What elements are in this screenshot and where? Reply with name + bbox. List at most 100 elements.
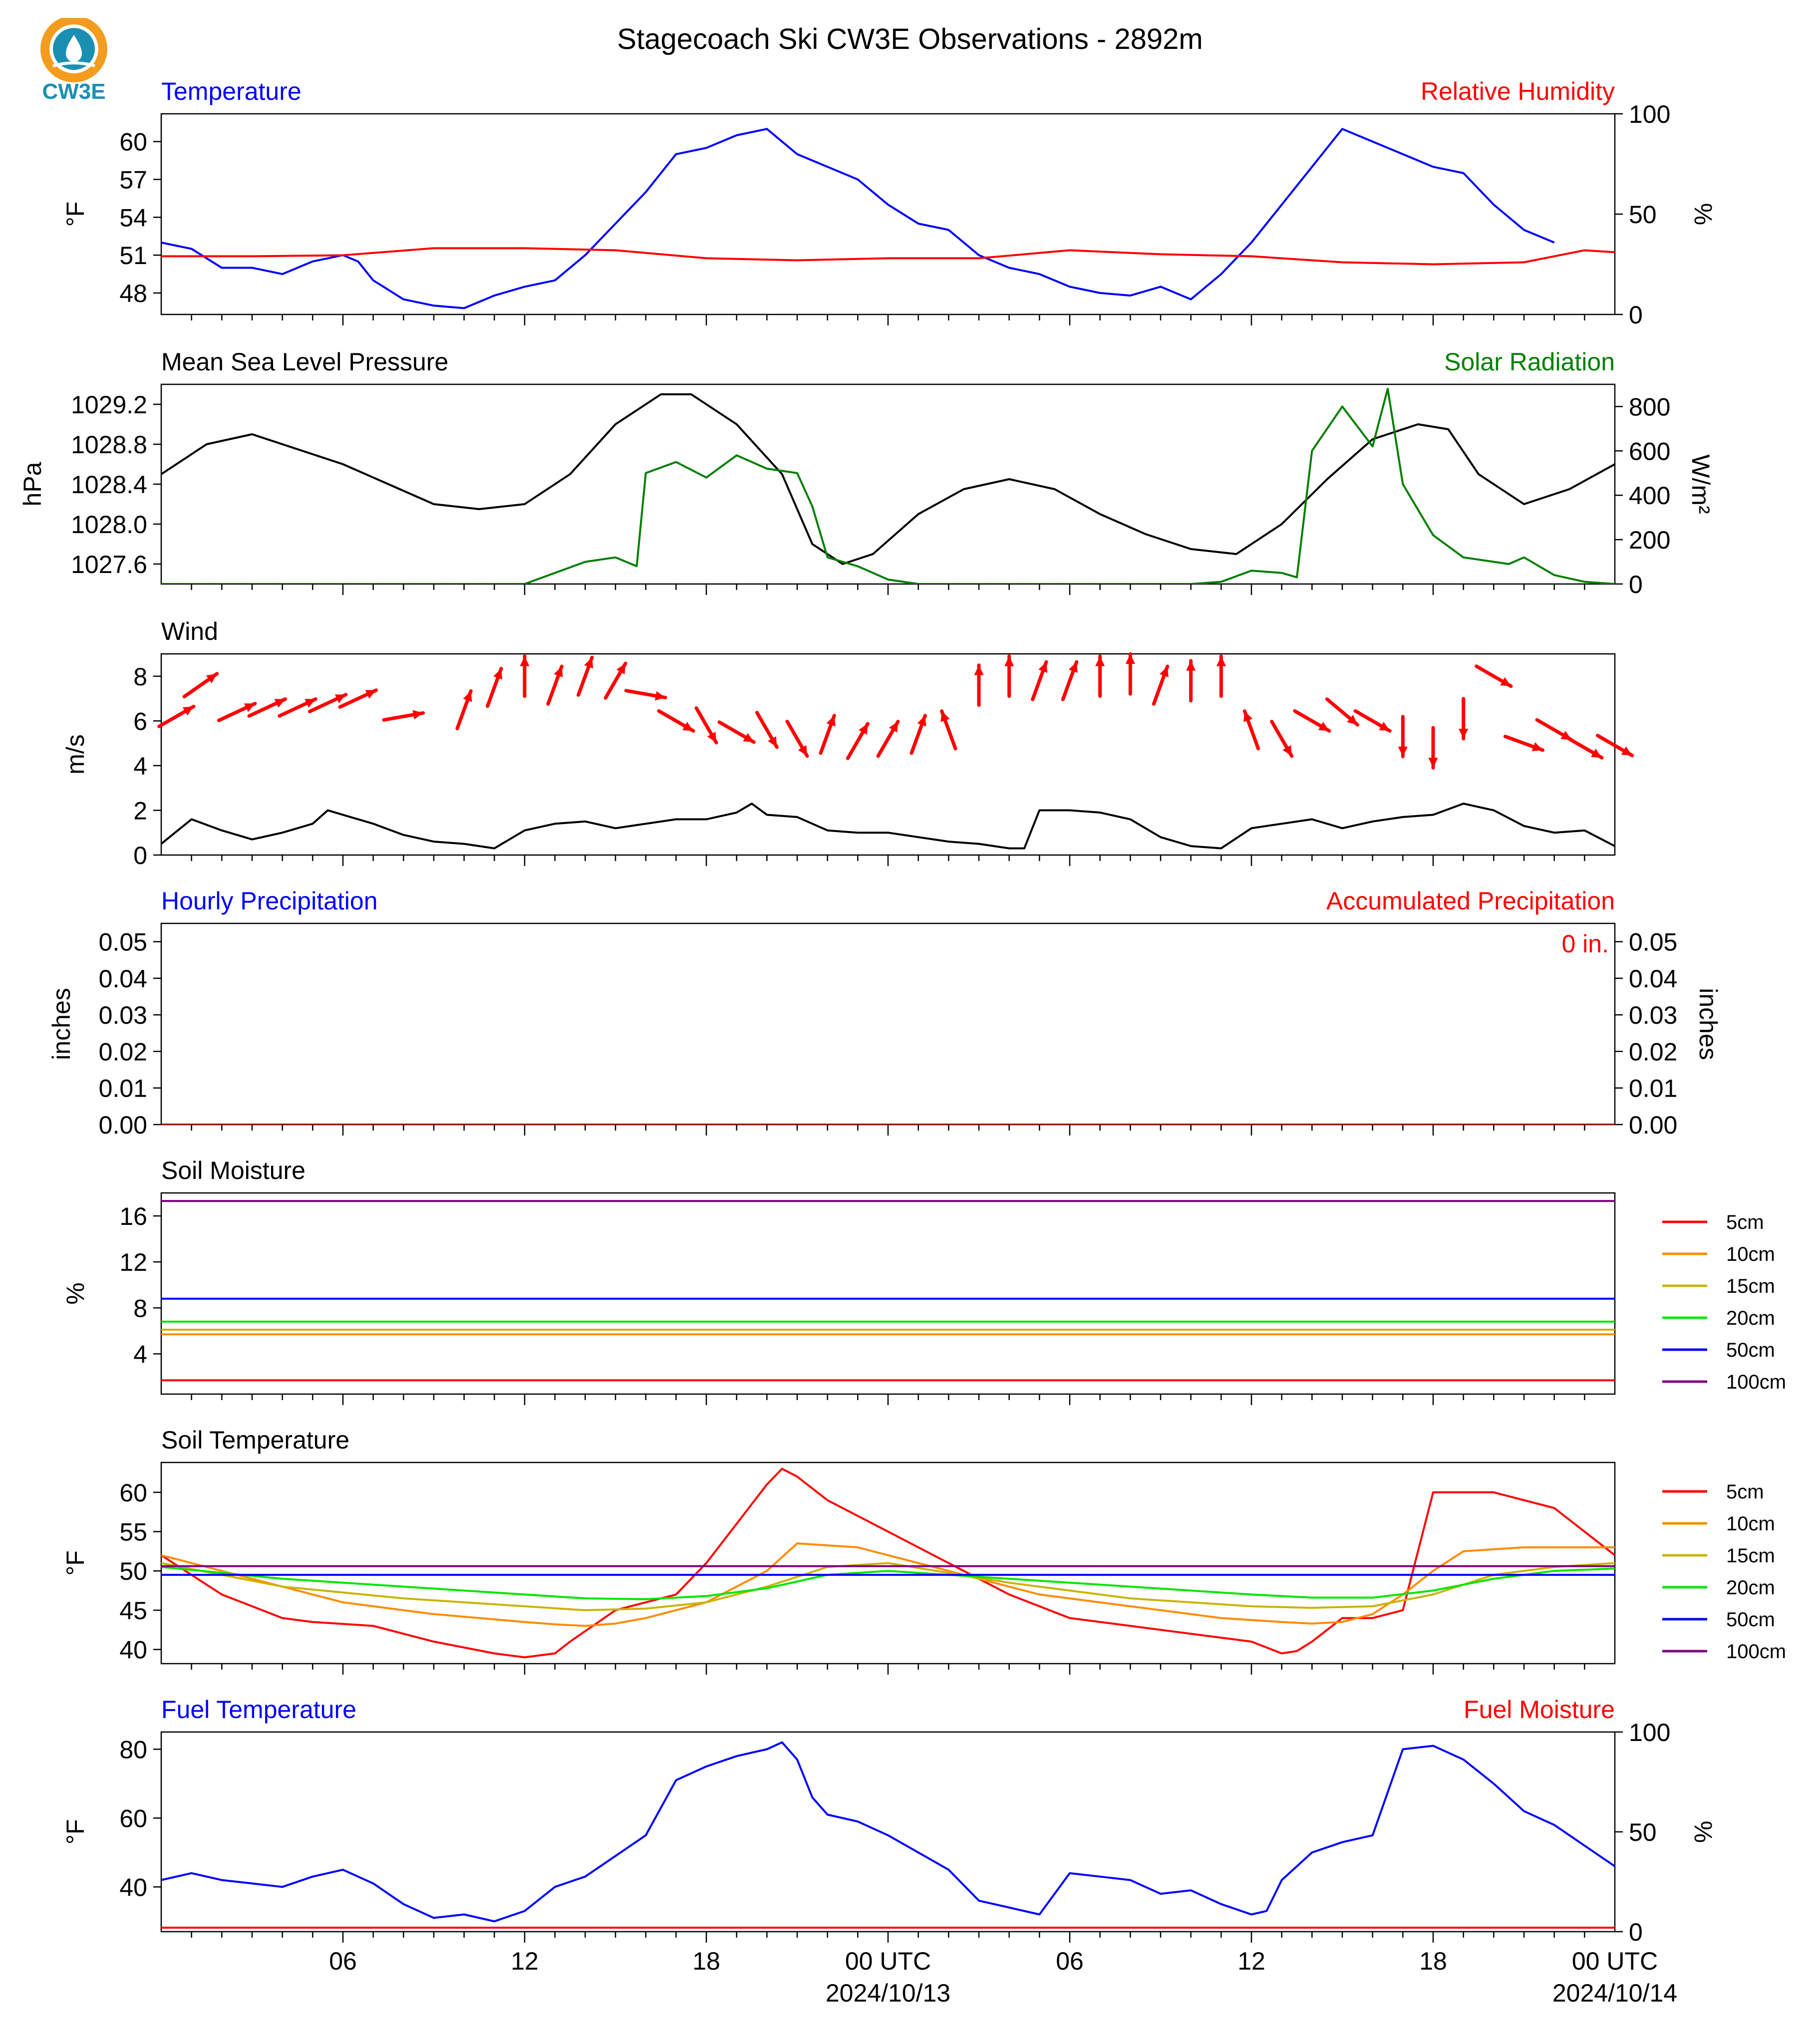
panel-2: Mean Sea Level Pressure Solar Radiation 10… — [18, 348, 1715, 598]
x-tick-label: 06 — [1056, 1947, 1084, 1975]
legend-label: 50cm — [1726, 1339, 1775, 1361]
y-tick-label: 1029.2 — [71, 391, 147, 419]
panel-title-left: Soil Temperature — [161, 1426, 349, 1454]
wind-arrow — [910, 714, 927, 755]
wind-arrow — [278, 697, 317, 718]
legend-label: 50cm — [1726, 1609, 1775, 1631]
y-tick-label: 1028.8 — [71, 431, 147, 459]
plot-frame — [160, 922, 1616, 1126]
y-tick-label: 4 — [133, 752, 147, 780]
x-tick-label: 00 UTC — [845, 1947, 931, 1975]
y-tick-label: 12 — [119, 1248, 147, 1276]
series-line-5cm — [161, 1467, 1615, 1659]
wind-arrow — [1152, 664, 1170, 706]
legend-label: 5cm — [1726, 1481, 1764, 1503]
panel-4: Hourly Precipitation Accumulated Precipit… — [47, 887, 1722, 1139]
plot-frame — [160, 1731, 1616, 1933]
legend-label: 100cm — [1726, 1371, 1786, 1393]
plot-frame — [160, 1192, 1616, 1395]
wind-arrow — [846, 722, 870, 760]
y-tick-label: 60 — [119, 1804, 147, 1832]
legend: 5cm 10cm 15cm 20cm 50cm 100cm — [1662, 1211, 1786, 1393]
y-tick-label: 2 — [133, 797, 147, 825]
legend-label: 5cm — [1726, 1211, 1764, 1233]
y-right-axis-label: % — [1689, 1821, 1717, 1843]
wind-arrow — [307, 693, 348, 713]
y-axis-label: inches — [47, 988, 75, 1060]
y-right-axis-label: inches — [1694, 988, 1722, 1060]
y-right-tick-label: 0.01 — [1629, 1075, 1677, 1103]
wind-arrow — [876, 720, 900, 758]
wind-arrow — [819, 714, 836, 755]
wind-arrow — [382, 710, 425, 722]
cw3e-logo-icon: CW3E — [24, 15, 124, 104]
y-right-tick-label: 600 — [1629, 437, 1670, 465]
y-tick-label: 1027.6 — [71, 551, 147, 579]
y-tick-label: 51 — [119, 242, 147, 270]
wind-arrow — [1565, 736, 1604, 760]
y-tick-label: 40 — [119, 1873, 147, 1901]
series-line-s2 — [161, 387, 1615, 584]
wind-arrow — [1459, 697, 1469, 741]
y-right-tick-label: 0.00 — [1629, 1111, 1677, 1139]
y-tick-label: 0.02 — [99, 1038, 147, 1066]
figure-title: Stagecoach Ski CW3E Observations - 2892m — [617, 23, 1203, 55]
y-axis-label: °F — [61, 1550, 89, 1576]
wind-arrow — [1186, 659, 1196, 703]
wind-arrow — [1242, 709, 1260, 751]
y-tick-label: 60 — [119, 128, 147, 156]
wind-arrow — [520, 654, 530, 698]
plot-frame — [160, 383, 1616, 585]
wind-arrow — [338, 688, 378, 709]
y-tick-label: 0.01 — [99, 1075, 147, 1103]
panel-title-left: Hourly Precipitation — [161, 887, 378, 915]
legend: 5cm 10cm 15cm 20cm 50cm 100cm — [1662, 1481, 1786, 1663]
legend-label: 10cm — [1726, 1243, 1775, 1265]
legend-label: 100cm — [1726, 1641, 1786, 1663]
y-tick-label: 4 — [133, 1340, 147, 1368]
y-right-tick-label: 100 — [1629, 100, 1670, 128]
wind-arrow — [1216, 654, 1226, 698]
y-right-tick-label: 400 — [1629, 482, 1670, 510]
x-tick-label: 00 UTC — [1572, 1947, 1658, 1975]
y-tick-label: 1028.0 — [71, 511, 147, 539]
y-right-axis-label: % — [1689, 203, 1717, 225]
panel-title-left: Mean Sea Level Pressure — [161, 348, 448, 376]
series-line-s1 — [161, 128, 1555, 309]
series-line-s1 — [161, 803, 1615, 850]
wind-arrow — [940, 709, 957, 751]
wind-arrow — [157, 704, 196, 728]
legend-label: 10cm — [1726, 1513, 1775, 1535]
wind-arrow — [694, 706, 718, 745]
y-tick-label: 50 — [119, 1557, 147, 1585]
wind-arrow — [247, 697, 288, 718]
legend-label: 20cm — [1726, 1307, 1775, 1329]
wind-arrow — [182, 672, 219, 699]
panel-1: Temperature Relative Humidity 48 51 54 57 60 °F… — [61, 77, 1717, 329]
series-line-20cm — [161, 1566, 1615, 1600]
panel-title-right: Accumulated Precipitation — [1326, 887, 1615, 915]
y-axis-label: hPa — [18, 462, 46, 506]
y-right-tick-label: 0 — [1629, 301, 1643, 329]
y-axis-label: °F — [61, 202, 89, 227]
x-tick-label: 12 — [1237, 1947, 1265, 1975]
wind-arrow — [717, 720, 756, 744]
wind-arrow — [755, 711, 779, 749]
x-date-label: 2024/10/13 — [826, 1979, 950, 2007]
wind-arrow — [1503, 734, 1545, 752]
wind-arrow — [577, 655, 594, 697]
wind-arrow — [546, 664, 564, 706]
wind-arrow — [1475, 664, 1513, 688]
wind-arrow — [1428, 726, 1438, 770]
y-tick-label: 80 — [119, 1736, 147, 1763]
y-axis-label: % — [61, 1282, 89, 1304]
y-right-axis-label: W/m² — [1687, 454, 1715, 514]
wind-arrow — [1125, 652, 1135, 696]
panel-3: Wind 0 2 4 6 8 m/s — [61, 617, 1634, 869]
wind-arrow — [974, 663, 984, 707]
legend-label: 15cm — [1726, 1545, 1775, 1567]
y-tick-label: 16 — [119, 1202, 147, 1230]
logo-text: CW3E — [42, 79, 105, 103]
